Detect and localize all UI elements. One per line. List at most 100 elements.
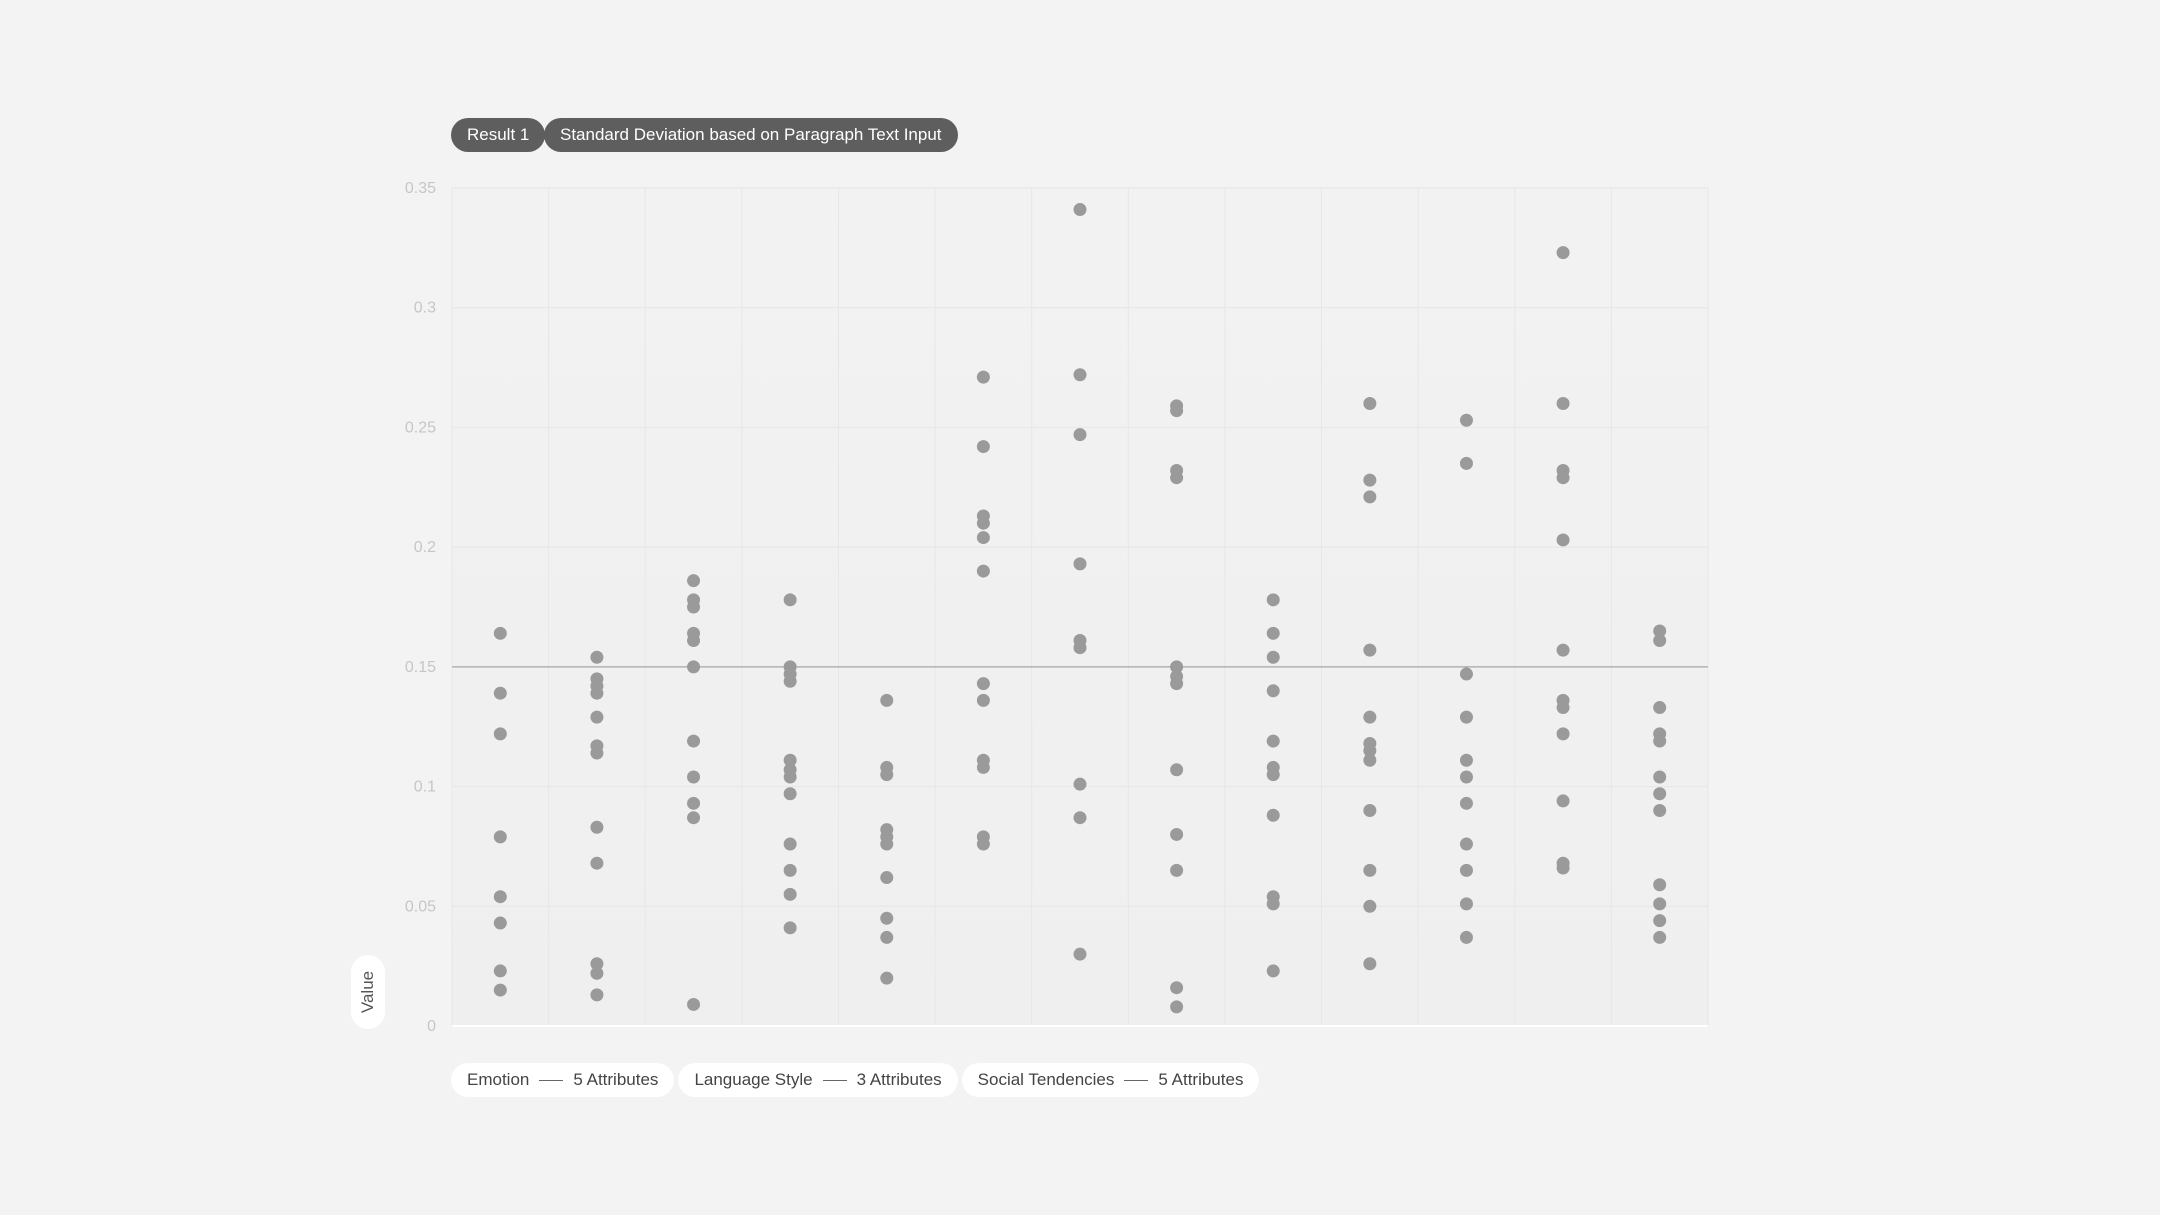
data-point[interactable]	[1073, 428, 1087, 442]
data-point[interactable]	[687, 634, 701, 648]
data-point[interactable]	[1653, 770, 1667, 784]
data-point[interactable]	[493, 686, 507, 700]
data-point[interactable]	[590, 820, 604, 834]
data-point[interactable]	[1363, 753, 1377, 767]
data-point[interactable]	[976, 760, 990, 774]
data-point[interactable]	[1556, 533, 1570, 547]
data-point[interactable]	[1266, 626, 1280, 640]
data-point[interactable]	[687, 997, 701, 1011]
data-point[interactable]	[1170, 763, 1184, 777]
data-point[interactable]	[1363, 396, 1377, 410]
data-point[interactable]	[1363, 490, 1377, 504]
data-point[interactable]	[1653, 897, 1667, 911]
data-point[interactable]	[1266, 808, 1280, 822]
data-point[interactable]	[1653, 634, 1667, 648]
data-point[interactable]	[1170, 1000, 1184, 1014]
data-point[interactable]	[493, 890, 507, 904]
data-point[interactable]	[1363, 744, 1377, 758]
data-point[interactable]	[1170, 827, 1184, 841]
data-point[interactable]	[976, 837, 990, 851]
data-point[interactable]	[1459, 796, 1473, 810]
data-point[interactable]	[976, 370, 990, 384]
data-point[interactable]	[1363, 710, 1377, 724]
data-point[interactable]	[976, 677, 990, 691]
data-point[interactable]	[590, 686, 604, 700]
data-point[interactable]	[1170, 471, 1184, 485]
data-point[interactable]	[687, 811, 701, 825]
data-point[interactable]	[1556, 794, 1570, 808]
data-point[interactable]	[1459, 770, 1473, 784]
data-point[interactable]	[590, 988, 604, 1002]
data-point[interactable]	[1170, 660, 1184, 674]
data-point[interactable]	[1073, 368, 1087, 382]
data-point[interactable]	[783, 863, 797, 877]
data-point[interactable]	[1653, 734, 1667, 748]
data-point[interactable]	[687, 796, 701, 810]
data-point[interactable]	[1363, 899, 1377, 913]
data-point[interactable]	[1363, 863, 1377, 877]
data-point[interactable]	[783, 753, 797, 767]
data-point[interactable]	[1653, 701, 1667, 715]
data-point[interactable]	[1266, 593, 1280, 607]
data-point[interactable]	[590, 856, 604, 870]
data-point[interactable]	[1266, 650, 1280, 664]
data-point[interactable]	[687, 574, 701, 588]
data-point[interactable]	[783, 887, 797, 901]
data-point[interactable]	[783, 770, 797, 784]
data-point[interactable]	[1556, 861, 1570, 875]
data-point[interactable]	[687, 770, 701, 784]
data-point[interactable]	[1073, 947, 1087, 961]
data-point[interactable]	[590, 966, 604, 980]
data-point[interactable]	[1266, 768, 1280, 782]
data-point[interactable]	[1363, 804, 1377, 818]
data-point[interactable]	[687, 734, 701, 748]
data-point[interactable]	[880, 693, 894, 707]
data-point[interactable]	[1556, 643, 1570, 657]
data-point[interactable]	[1170, 677, 1184, 691]
data-point[interactable]	[783, 787, 797, 801]
data-point[interactable]	[880, 930, 894, 944]
data-point[interactable]	[1073, 641, 1087, 655]
data-point[interactable]	[590, 650, 604, 664]
data-point[interactable]	[1459, 837, 1473, 851]
data-point[interactable]	[880, 871, 894, 885]
data-point[interactable]	[1170, 981, 1184, 995]
data-point[interactable]	[976, 564, 990, 578]
data-point[interactable]	[1459, 897, 1473, 911]
data-point[interactable]	[880, 837, 894, 851]
data-point[interactable]	[1653, 624, 1667, 638]
data-point[interactable]	[1556, 396, 1570, 410]
data-point[interactable]	[493, 916, 507, 930]
data-point[interactable]	[1363, 957, 1377, 971]
data-point[interactable]	[1363, 643, 1377, 657]
data-point[interactable]	[493, 830, 507, 844]
legend-item-social-tendencies[interactable]: Social Tendencies 5 Attributes	[961, 1063, 1260, 1097]
data-point[interactable]	[1073, 203, 1087, 217]
data-point[interactable]	[1170, 404, 1184, 418]
data-point[interactable]	[1266, 897, 1280, 911]
data-point[interactable]	[1556, 471, 1570, 485]
data-point[interactable]	[880, 768, 894, 782]
legend-item-language-style[interactable]: Language Style 3 Attributes	[678, 1063, 958, 1097]
data-point[interactable]	[1459, 456, 1473, 470]
data-point[interactable]	[1073, 557, 1087, 571]
data-point[interactable]	[1459, 413, 1473, 427]
data-point[interactable]	[1459, 863, 1473, 877]
data-point[interactable]	[1459, 710, 1473, 724]
legend-item-emotion[interactable]: Emotion 5 Attributes	[451, 1063, 675, 1097]
data-point[interactable]	[687, 600, 701, 614]
data-point[interactable]	[1556, 701, 1570, 715]
data-point[interactable]	[1653, 804, 1667, 818]
data-point[interactable]	[493, 964, 507, 978]
data-point[interactable]	[1556, 727, 1570, 741]
data-point[interactable]	[1073, 777, 1087, 791]
data-point[interactable]	[1266, 964, 1280, 978]
data-point[interactable]	[1653, 787, 1667, 801]
data-point[interactable]	[1653, 930, 1667, 944]
data-point[interactable]	[1653, 878, 1667, 892]
data-point[interactable]	[493, 983, 507, 997]
data-point[interactable]	[1653, 914, 1667, 928]
data-point[interactable]	[976, 531, 990, 545]
data-point[interactable]	[976, 516, 990, 530]
data-point[interactable]	[1266, 734, 1280, 748]
